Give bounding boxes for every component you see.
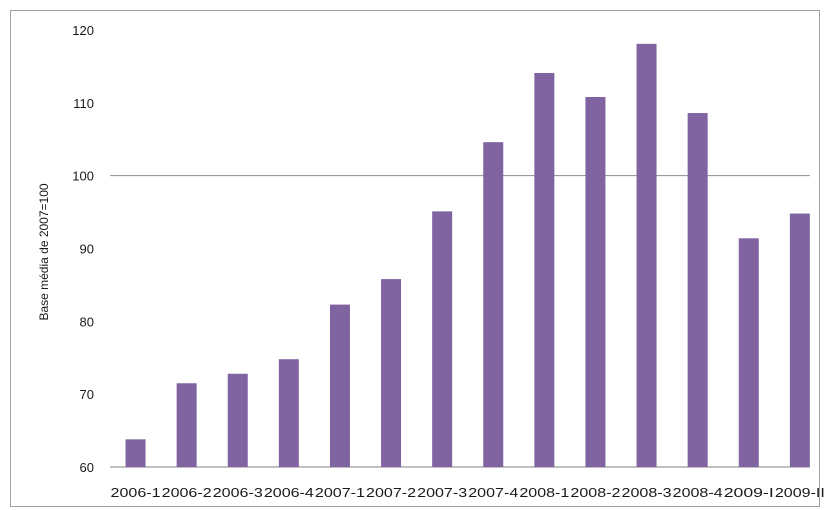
bar — [227, 373, 248, 467]
bars — [125, 43, 810, 468]
y-tick-label: 120 — [72, 23, 94, 38]
x-tick-label: 2008-2 — [570, 485, 620, 500]
chart-frame — [10, 10, 820, 507]
bar — [534, 72, 555, 467]
x-tick-label: 2009-II — [775, 485, 825, 500]
x-tick-label: 2007-2 — [366, 485, 416, 500]
y-tick-label: 70 — [80, 387, 94, 402]
y-tick-label: 110 — [73, 96, 94, 111]
x-tick-label: 2007-3 — [417, 485, 467, 500]
bar — [176, 383, 197, 467]
x-tick-label: 2008-1 — [519, 485, 569, 500]
y-tick-label: 90 — [80, 242, 94, 257]
y-tick-label: 100 — [72, 169, 94, 184]
bar — [636, 43, 657, 468]
x-tick-label: 2006-2 — [162, 485, 212, 500]
x-tick-label: 2007-1 — [315, 485, 365, 500]
y-axis-label: Base média de 2007=100 — [37, 183, 51, 320]
x-axis-ticks: 2006-1 2006-2 2006-3 2006-4 2007-1 2007-2 2007… — [111, 485, 825, 500]
bar — [432, 211, 453, 467]
bar — [278, 359, 299, 467]
y-tick-label: 60 — [80, 460, 94, 475]
x-tick-label: 2006-4 — [264, 485, 314, 500]
x-tick-label: 2007-4 — [468, 485, 518, 500]
bar — [381, 279, 402, 467]
bar — [125, 439, 146, 467]
bar — [585, 97, 606, 468]
bar — [687, 113, 708, 467]
y-tick-label: 80 — [80, 314, 94, 329]
bar — [738, 238, 759, 467]
y-axis-ticks: 60 70 80 90 100 110 120 — [72, 23, 94, 475]
x-tick-label: 2008-4 — [673, 485, 723, 500]
bar — [329, 304, 350, 467]
x-tick-label: 2006-3 — [213, 485, 263, 500]
bar — [483, 142, 504, 467]
bar — [789, 213, 810, 467]
x-tick-label: 2006-1 — [111, 485, 161, 500]
x-tick-label: 2008-3 — [622, 485, 672, 500]
x-tick-label: 2009-I — [724, 485, 774, 500]
